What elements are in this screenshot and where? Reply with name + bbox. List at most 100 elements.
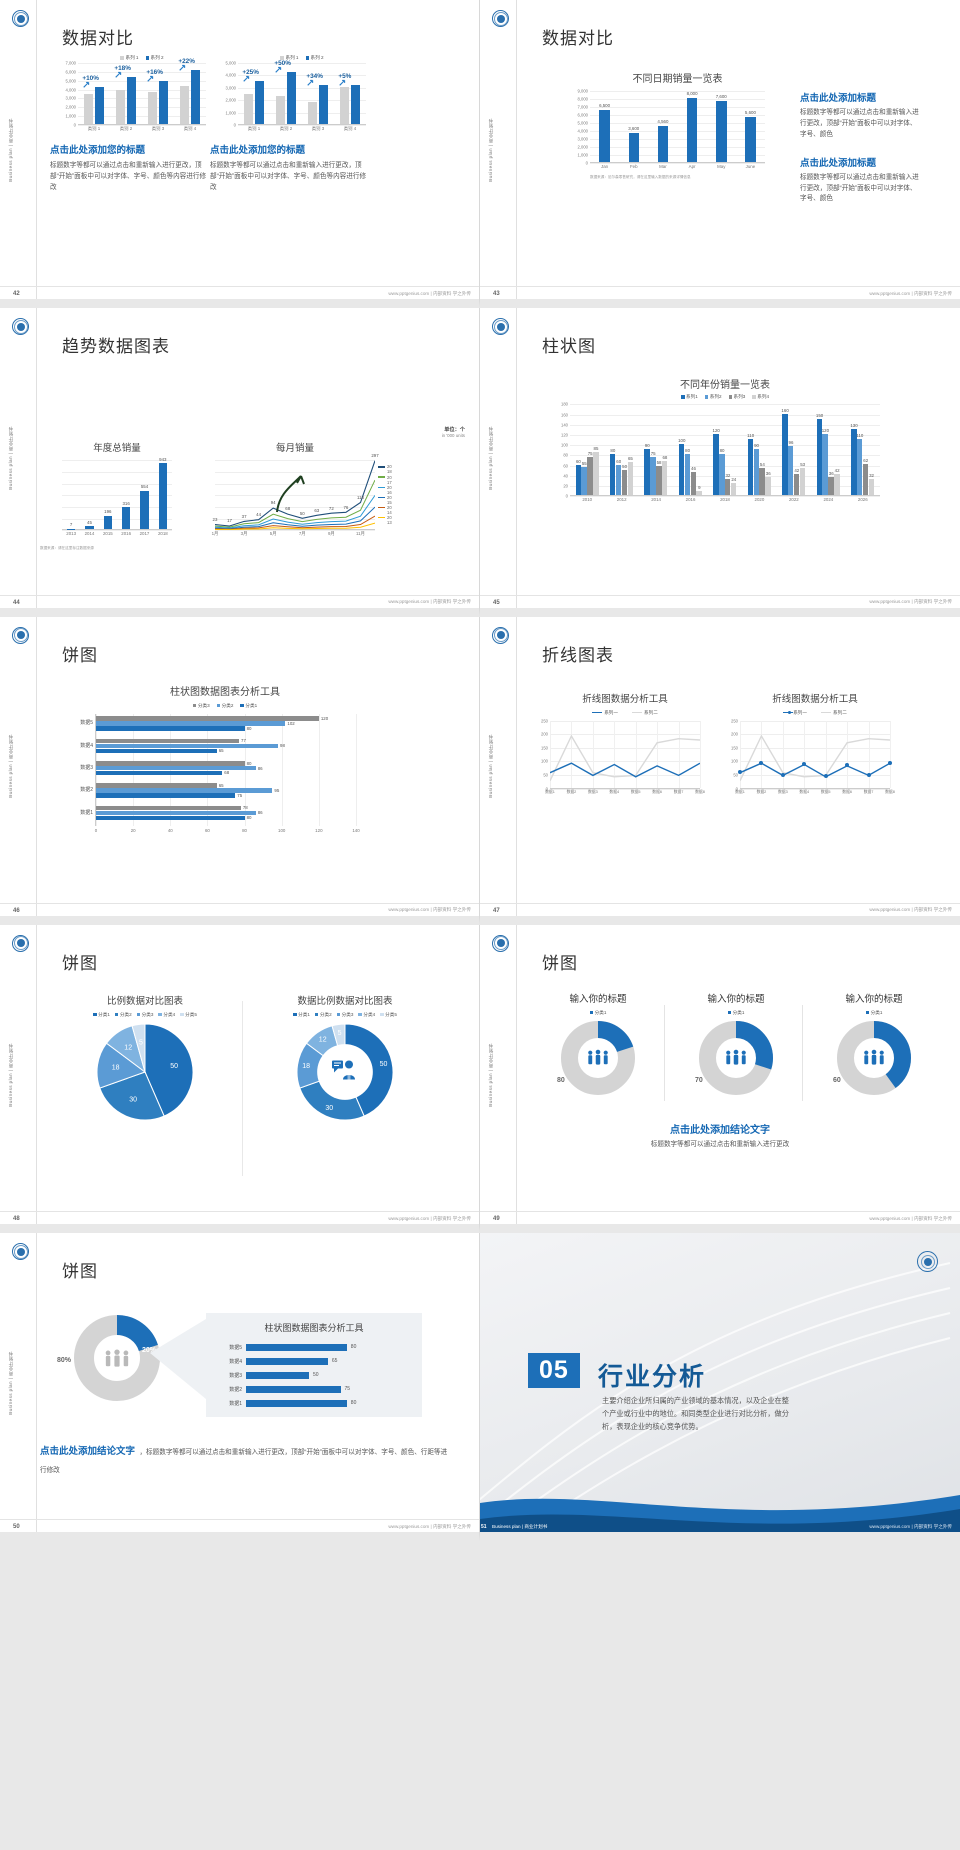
slide-43[interactable]: Business plan | 商业计划书 数据对比 43 www.pptgen…	[480, 0, 960, 309]
slide-49[interactable]: Business plan | 商业计划书 饼图 49 www.pptgeniu…	[480, 924, 960, 1234]
slide-51[interactable]: 05 行业分析 主要介绍企业所归属的产业领域的基本情况，以及企业在整个产业或行业…	[480, 1233, 960, 1542]
page-number: 47	[493, 907, 500, 914]
y-tick: 0	[233, 122, 236, 128]
legend-value: 20	[378, 485, 392, 490]
x-tick: 0	[94, 827, 98, 833]
vertical-brand-label: Business plan | 商业计划书	[8, 1042, 13, 1107]
chart-title: 每月销量	[275, 443, 314, 455]
conclusion-heading: 点击此处添加结论文字	[40, 1446, 136, 1458]
slide-46[interactable]: Business plan | 商业计划书 饼图 46 www.pptgeniu…	[0, 616, 480, 925]
value-label: 42	[794, 467, 800, 473]
x-tick: Apr	[688, 164, 696, 169]
block-heading: 点击此处添加标题	[800, 93, 877, 104]
y-tick: 4,000	[225, 72, 236, 78]
legend-item: 系列 2	[145, 55, 164, 61]
footer-left: Business plan | 商业计划书	[492, 1523, 548, 1529]
delta-label: +25%	[242, 68, 259, 76]
bar	[122, 507, 131, 530]
x-tick: 数据3	[777, 789, 788, 794]
line-chart: 折线图数据分析工具 系列一 系列二 250 200 150 100 50 0 数据1 数据2 数…	[731, 691, 895, 794]
page-number: 49	[493, 1216, 500, 1223]
x-tick: 20	[130, 827, 136, 833]
conclusion-block: 点击此处添加结论文字 标题数字等都可以通过点击和重新输入进行更改	[480, 1121, 960, 1151]
bar-系列1	[575, 464, 581, 496]
slide-47[interactable]: Business plan | 商业计划书 折线图表 47 www.pptgen…	[480, 616, 960, 925]
slide-48[interactable]: Business plan | 商业计划书 饼图 48 www.pptgeniu…	[0, 924, 480, 1234]
bar-系列3	[725, 478, 731, 496]
donut-graphic: 20% 80%	[57, 1315, 172, 1406]
y-tick: 80	[563, 452, 568, 458]
bar-series2	[159, 81, 168, 124]
slide-44[interactable]: Business plan | 商业计划书 趋势数据图表 44 www.pptg…	[0, 308, 480, 617]
value-label: 98	[280, 743, 285, 749]
value-label: 68	[224, 770, 230, 776]
legend-item: 分类1	[240, 703, 257, 709]
legend-value: 18	[387, 469, 392, 475]
bar-系列4	[593, 451, 599, 496]
slide-45[interactable]: Business plan | 商业计划书 柱状图 45 www.pptgeni…	[480, 308, 960, 617]
vertical-brand-label: Business plan | 商业计划书	[488, 426, 493, 490]
x-tick: 140	[352, 827, 360, 833]
y-tick: 100	[541, 758, 548, 764]
value-label: 36	[828, 470, 834, 476]
legend-value: 15	[387, 500, 392, 505]
bar	[745, 117, 756, 162]
value-label: 62	[863, 457, 869, 463]
source-note: 数据来源：尼尔森零售研究，请在这里输入数据的来源详情信息	[590, 175, 691, 179]
data-point	[802, 762, 807, 767]
value-label: 4,560	[657, 118, 669, 124]
bar-系列3	[793, 473, 800, 496]
page-number: 51	[481, 1523, 487, 1530]
legend-value: 20	[378, 515, 392, 520]
donut-heading: 输入你的标题	[569, 993, 627, 1005]
legend-item: 系列 1	[280, 55, 299, 61]
vertical-brand-label: Business plan | 商业计划书	[8, 117, 13, 182]
panel-row: 数据2 75	[216, 1382, 412, 1396]
x-tick: Jan	[601, 164, 609, 169]
donut-heading: 输入你的标题	[845, 993, 903, 1005]
x-tick: 数据2	[566, 789, 577, 794]
monthly-sales-chart: 每月销量 23 17 37 44 94 68 50 63 72 76 118 297 1月 3月 5月 7月 9…	[212, 440, 379, 536]
donut-heading: 输入你的标题	[707, 993, 765, 1005]
legend-item: 分类5	[180, 1012, 197, 1018]
donut-value-label: 40	[909, 1036, 917, 1044]
value-label: 78	[242, 805, 248, 811]
value-label: 75	[587, 450, 593, 456]
side-divider	[36, 1233, 37, 1533]
point-label: 68	[285, 506, 291, 512]
x-tick: 2014	[651, 497, 661, 503]
point-label: 72	[328, 505, 334, 511]
hbar-分类3	[96, 805, 241, 811]
chart-legend: 分类1	[538, 1010, 658, 1016]
y-tick: 200	[731, 731, 738, 737]
chart-legend: 分类3 分类2 分类1	[95, 703, 355, 709]
bar	[103, 515, 112, 530]
hbar-分类2	[96, 810, 256, 816]
y-tick: 0	[73, 122, 76, 128]
value-label: 943	[159, 456, 167, 462]
brand-logo-icon	[917, 1251, 938, 1273]
y-tick: 2,000	[65, 104, 76, 110]
value-label: 7,600	[715, 94, 727, 100]
bar-系列4	[868, 478, 875, 496]
legend-item: 分类5	[380, 1012, 397, 1018]
slide-50[interactable]: Business plan | 商业计划书 饼图 50 www.pptgeniu…	[0, 1233, 480, 1542]
value-label: 68	[662, 454, 668, 460]
footer-divider	[480, 594, 960, 596]
page-title: 饼图	[62, 1262, 98, 1282]
block-heading: 点击此处添加您的标题	[50, 145, 146, 156]
footer-divider	[0, 286, 479, 288]
value-label: 46	[691, 465, 696, 471]
value-label: 75	[237, 792, 243, 798]
svg-text:12: 12	[319, 1036, 327, 1043]
y-tick: 0	[545, 786, 548, 792]
slide-42[interactable]: Business plan | 商业计划书 数据对比 42 www.pptgen…	[0, 0, 480, 309]
x-tick: Feb	[629, 164, 638, 169]
value-label: 80	[685, 448, 691, 454]
bar-系列1	[713, 433, 719, 496]
point-label: 50	[299, 510, 305, 516]
x-tick: 60	[204, 827, 210, 833]
brand-logo-icon	[12, 934, 29, 952]
bar-series2	[351, 84, 360, 124]
line-series	[550, 734, 700, 781]
